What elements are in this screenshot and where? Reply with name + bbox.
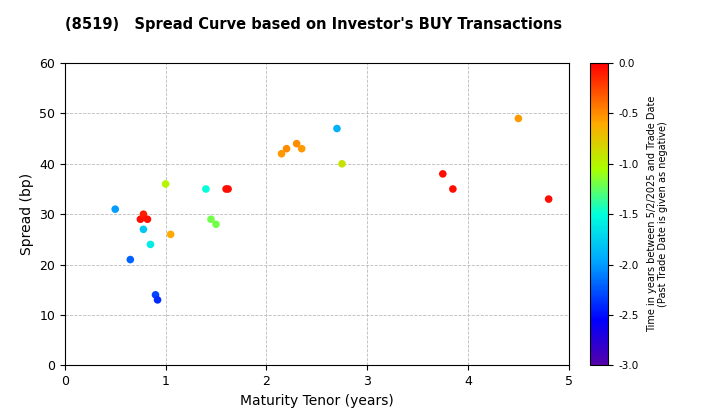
- Point: [160, 181, 171, 187]
- X-axis label: Maturity Tenor (years): Maturity Tenor (years): [240, 394, 394, 408]
- Point: [135, 216, 146, 223]
- Text: (8519)   Spread Curve based on Investor's BUY Transactions: (8519) Spread Curve based on Investor's …: [65, 17, 562, 32]
- Point: [543, 196, 554, 202]
- Point: [210, 221, 222, 228]
- Point: [205, 216, 217, 223]
- Point: [331, 125, 343, 132]
- Point: [125, 256, 136, 263]
- Point: [281, 145, 292, 152]
- Y-axis label: Time in years between 5/2/2025 and Trade Date
(Past Trade Date is given as negat: Time in years between 5/2/2025 and Trade…: [647, 96, 668, 332]
- Point: [276, 150, 287, 157]
- Point: [220, 186, 232, 192]
- Point: [513, 115, 524, 122]
- Point: [165, 231, 176, 238]
- Point: [145, 241, 156, 248]
- Point: [222, 186, 234, 192]
- Point: [150, 291, 161, 298]
- Point: [142, 216, 153, 223]
- Point: [447, 186, 459, 192]
- Point: [152, 297, 163, 303]
- Point: [200, 186, 212, 192]
- Point: [138, 226, 149, 233]
- Y-axis label: Spread (bp): Spread (bp): [19, 173, 34, 255]
- Point: [291, 140, 302, 147]
- Point: [109, 206, 121, 213]
- Point: [437, 171, 449, 177]
- Point: [336, 160, 348, 167]
- Point: [296, 145, 307, 152]
- Point: [138, 211, 149, 218]
